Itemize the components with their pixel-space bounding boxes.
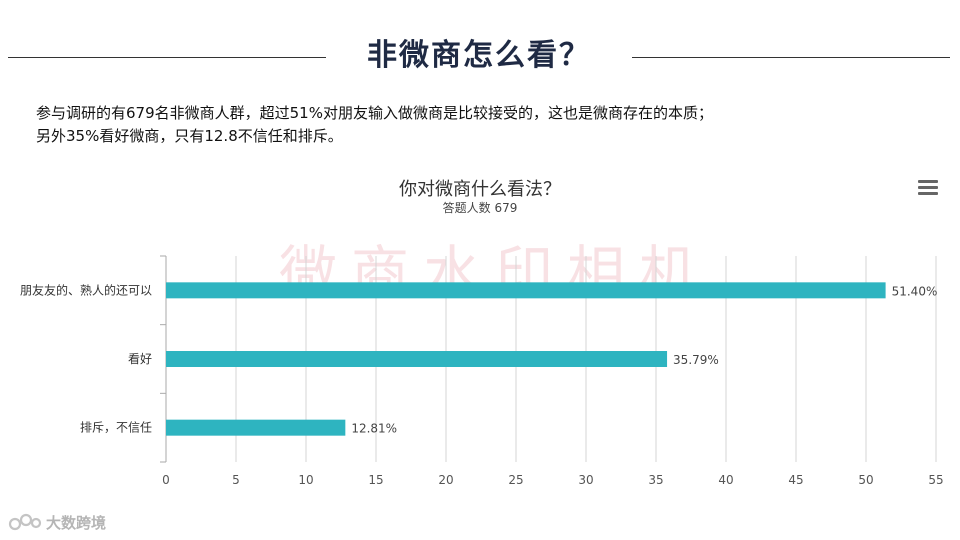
- x-tick-label: 5: [232, 473, 240, 487]
- title-rule-right: [632, 57, 950, 58]
- category-label: 排斥，不信任: [80, 421, 152, 435]
- hamburger-menu-icon[interactable]: [918, 180, 938, 198]
- intro-line-1: 参与调研的有679名非微商人群，超过51%对朋友输入做微商是比较接受的，这也是微…: [36, 104, 713, 122]
- x-tick-label: 45: [788, 473, 803, 487]
- x-tick-label: 50: [858, 473, 873, 487]
- x-tick-label: 55: [928, 473, 943, 487]
- chart-title: 你对微商什么看法？: [399, 179, 561, 200]
- footer-logo: 大数跨境: [8, 511, 106, 533]
- x-tick-label: 10: [298, 473, 313, 487]
- intro-text: 参与调研的有679名非微商人群，超过51%对朋友输入做微商是比较接受的，这也是微…: [36, 102, 916, 148]
- intro-line-2: 另外35%看好微商，只有12.8不信任和排斥。: [36, 127, 343, 145]
- x-tick-label: 0: [162, 473, 170, 487]
- title-rule-left: [8, 57, 326, 58]
- bar: [166, 282, 886, 299]
- x-tick-label: 35: [648, 473, 663, 487]
- x-tick-label: 40: [718, 473, 733, 487]
- brand-logo-icon: [8, 513, 42, 531]
- bar: [166, 351, 668, 367]
- x-tick-label: 20: [438, 473, 453, 487]
- bar: [166, 419, 346, 436]
- value-label: 12.81%: [351, 422, 397, 436]
- value-label: 51.40%: [892, 284, 938, 298]
- footer-brand: 大数跨境: [46, 513, 107, 532]
- x-tick-label: 15: [368, 473, 383, 487]
- category-label: 看好: [128, 352, 152, 366]
- x-tick-label: 25: [508, 473, 523, 487]
- category-label: 朋友友的、熟人的还可以: [20, 282, 152, 297]
- slide-title: 非微商怎么看？: [367, 38, 591, 73]
- value-label: 35.79%: [673, 353, 719, 367]
- chart-subtitle: 答题人数 679: [442, 201, 518, 215]
- x-tick-label: 30: [578, 473, 593, 487]
